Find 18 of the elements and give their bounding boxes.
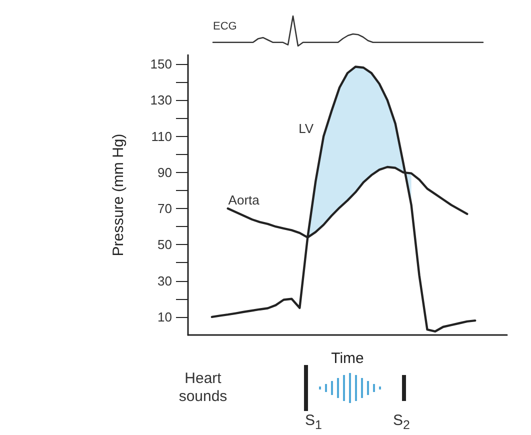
- y-tick-label: 50: [158, 237, 172, 252]
- y-tick-label: 150: [150, 56, 172, 72]
- series-label: Aorta: [228, 192, 260, 208]
- text: S$_{2}$: [393, 412, 410, 432]
- y-tick-label: 110: [151, 128, 172, 144]
- x-axis-title: Time: [331, 350, 364, 367]
- text: S$_{1}$: [305, 412, 322, 432]
- series-label: ECG: [213, 20, 237, 32]
- series-label: LV: [298, 120, 314, 136]
- y-axis-title: Pressure (mm Hg): [110, 134, 127, 256]
- y-tick-label: 10: [158, 309, 172, 324]
- text: Heart sounds: [178, 370, 228, 406]
- line-series: [210, 66, 476, 332]
- y-tick-label: 70: [158, 201, 172, 216]
- y-tick-label: 90: [158, 164, 172, 180]
- line-series: [226, 166, 468, 239]
- y-tick-label: 130: [150, 92, 172, 108]
- y-tick-label: 30: [158, 273, 172, 288]
